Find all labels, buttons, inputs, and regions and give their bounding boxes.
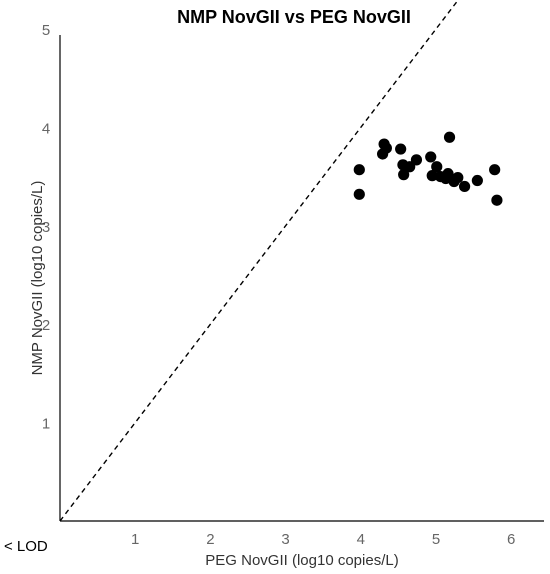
- data-point: [443, 131, 456, 143]
- data-point: [491, 194, 503, 206]
- x-tick-label: 6: [507, 531, 515, 548]
- y-tick-label: 4: [42, 120, 50, 137]
- data-point: [458, 180, 471, 193]
- data-point: [426, 170, 438, 182]
- x-tick-label: 4: [357, 531, 365, 548]
- data-points: [353, 131, 503, 206]
- data-point: [442, 168, 454, 180]
- data-point: [353, 188, 365, 200]
- data-point: [489, 164, 501, 176]
- y-tick-label: 5: [42, 22, 50, 39]
- x-axis-title: PEG NovGII (log10 copies/L): [205, 552, 398, 569]
- data-point: [410, 154, 423, 166]
- data-point: [404, 161, 416, 173]
- origin-lod-label: < LOD: [4, 538, 48, 555]
- data-point: [395, 143, 407, 155]
- data-point: [431, 161, 443, 173]
- y-tick-label: 3: [42, 219, 50, 236]
- chart-title: NMP NovGII vs PEG NovGII: [177, 7, 411, 27]
- x-tick-labels: 1 2 3 4 5 6: [131, 531, 515, 548]
- data-point: [398, 169, 410, 181]
- data-point: [425, 151, 437, 163]
- identity-reference-line: [59, 0, 460, 522]
- y-tick-label: 2: [42, 317, 50, 334]
- y-tick-label: 1: [42, 416, 50, 433]
- data-point: [471, 174, 483, 187]
- data-point: [380, 142, 392, 154]
- x-tick-label: 5: [432, 531, 440, 548]
- x-tick-label: 3: [281, 531, 289, 548]
- y-axis-title: NMP NovGII (log10 copies/L): [29, 181, 46, 376]
- data-point: [353, 164, 365, 176]
- data-point: [452, 171, 464, 184]
- x-tick-label: 1: [131, 531, 139, 548]
- x-tick-label: 2: [206, 531, 214, 548]
- plot-area: 1 2 3 4 5 6 1 2 3 4 5 6: [42, 0, 544, 548]
